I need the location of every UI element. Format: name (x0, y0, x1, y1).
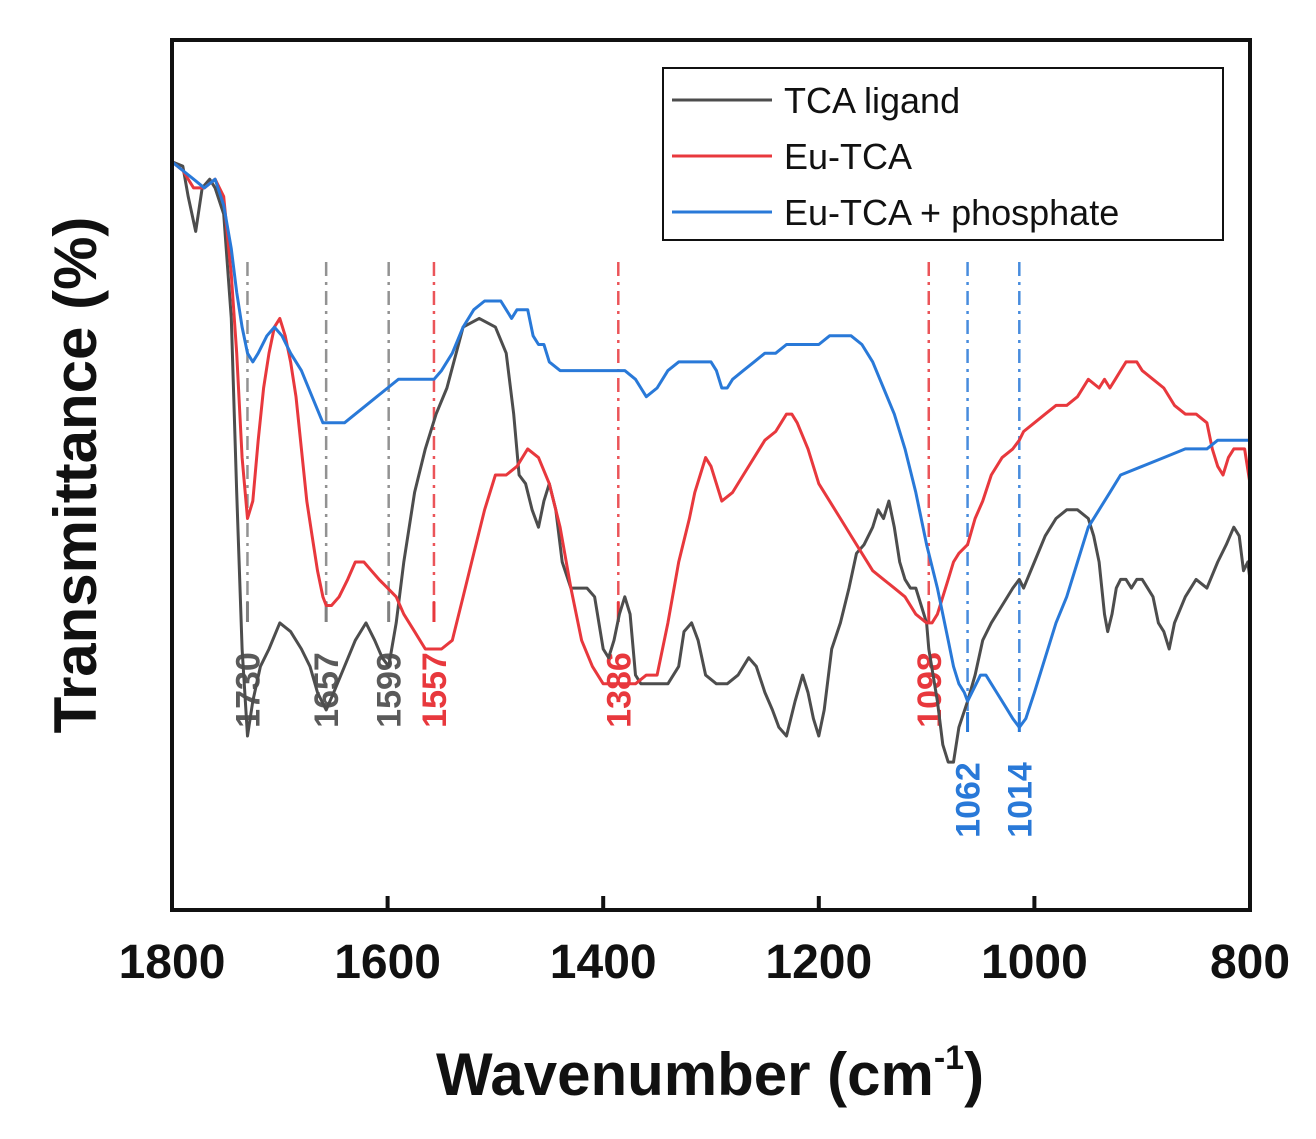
x-tick-label: 1400 (550, 936, 657, 989)
series-line (171, 160, 1250, 729)
x-tick-label: 1000 (981, 936, 1088, 989)
x-axis-title-superscript: -1 (934, 1039, 964, 1077)
x-axis-title-close: ) (964, 1041, 984, 1108)
series-line (171, 160, 1252, 686)
legend: TCA ligand Eu-TCA Eu-TCA + phosphate (662, 67, 1224, 241)
plot-frame (170, 38, 1252, 912)
x-tick-label: 1800 (119, 936, 226, 989)
x-axis-title-main: Wavenumber (cm (436, 1041, 934, 1108)
x-tick-label: 800 (1210, 936, 1290, 989)
series-line (171, 160, 1252, 764)
peak-label: 1098 (911, 652, 949, 728)
legend-label: Eu-TCA + phosphate (784, 192, 1119, 233)
series-layer (171, 160, 1252, 764)
x-axis-ticks: 1800 1600 1400 1200 1000 800 (119, 896, 1290, 989)
peak-label: 1557 (416, 652, 454, 728)
peak-label: 1062 (950, 762, 988, 838)
legend-label: TCA ligand (784, 80, 960, 121)
peak-label: 1014 (1001, 762, 1039, 838)
peak-label: 1657 (308, 652, 346, 728)
legend-label: Eu-TCA (784, 136, 912, 177)
x-axis-title: Wavenumber (cm-1) (436, 1039, 984, 1108)
peak-label: 1386 (600, 652, 638, 728)
y-axis-title: Transmittance (%) (42, 217, 109, 734)
x-tick-label: 1200 (765, 936, 872, 989)
x-tick-label: 1600 (334, 936, 441, 989)
